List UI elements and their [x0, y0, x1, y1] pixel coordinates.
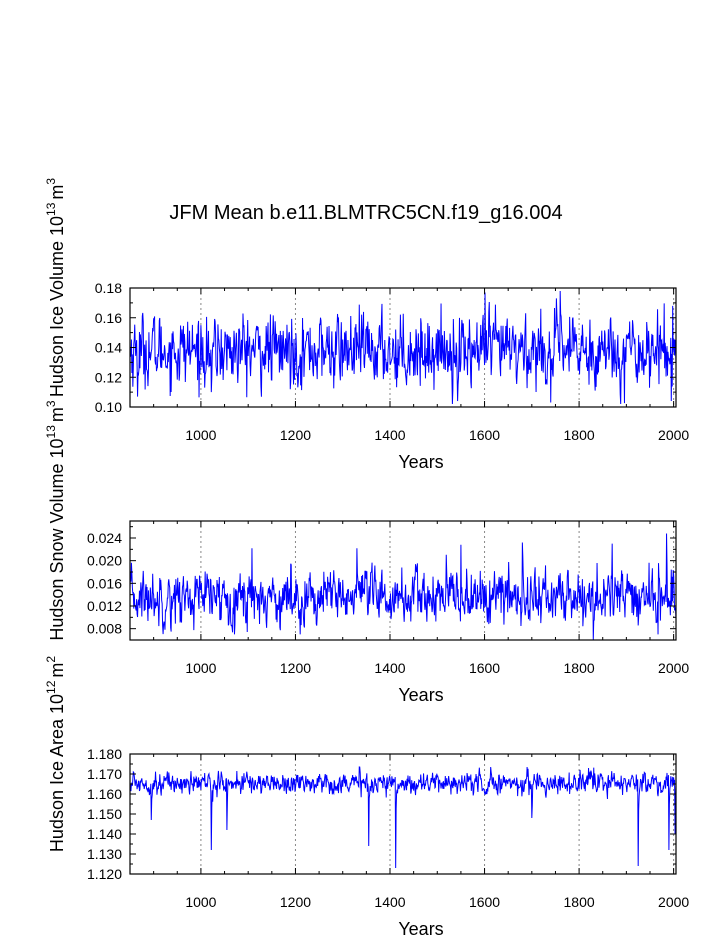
x-tick-label: 1600 — [469, 427, 500, 443]
y-tick-label: 1.120 — [87, 866, 122, 882]
x-tick-label: 1800 — [564, 894, 595, 910]
series-line — [129, 766, 677, 869]
y-axis-unit: m — [47, 185, 67, 200]
x-tick-label: 1400 — [374, 660, 405, 676]
y-tick-label: 0.020 — [87, 553, 122, 569]
y-axis-unit-exponent: 2 — [44, 656, 58, 663]
x-tick-label: 1400 — [374, 427, 405, 443]
y-axis-exponent: 13 — [44, 425, 58, 439]
x-axis-title: Years — [398, 919, 443, 935]
y-tick-label: 0.008 — [87, 621, 122, 637]
x-tick-label: 1600 — [469, 894, 500, 910]
y-axis-title-text: Hudson Snow Volume 10 — [47, 438, 67, 640]
x-tick-label: 1800 — [564, 660, 595, 676]
y-axis-title: Hudson Ice Area 1012 m2 — [44, 656, 67, 852]
x-tick-label: 2000 — [658, 894, 689, 910]
y-axis-title-text: Hudson Ice Area 10 — [47, 694, 67, 852]
panel-ice-volume: 1000 1200 1400 1600 1800 2000 0.10 0.12 0.14 0.16… — [44, 178, 689, 472]
y-axis-title-text: Hudson Ice Volume 10 — [47, 216, 67, 397]
y-axis-exponent: 13 — [44, 202, 58, 216]
x-tick-label: 1800 — [564, 427, 595, 443]
x-tick-label: 1200 — [280, 660, 311, 676]
y-axis-unit: m — [47, 663, 67, 678]
y-tick-label: 0.024 — [87, 530, 122, 546]
x-tick-label: 2000 — [658, 427, 689, 443]
y-tick-label: 0.14 — [95, 340, 122, 356]
x-tick-label: 1200 — [280, 894, 311, 910]
x-tick-label: 1400 — [374, 894, 405, 910]
x-tick-label: 2000 — [658, 660, 689, 676]
series-line — [129, 533, 677, 641]
y-tick-label: 1.130 — [87, 846, 122, 862]
y-tick-label: 0.10 — [95, 399, 122, 415]
plot-frame — [129, 520, 677, 641]
y-tick-label: 1.160 — [87, 786, 122, 802]
x-tick-label: 1200 — [280, 427, 311, 443]
x-tick-label: 1000 — [185, 427, 216, 443]
x-axis-title: Years — [398, 685, 443, 705]
y-axis-unit-exponent: 3 — [44, 400, 58, 407]
y-tick-label: 0.012 — [87, 598, 122, 614]
y-axis-title: Hudson Snow Volume 1013 m3 — [44, 400, 67, 641]
y-axis-exponent: 12 — [44, 680, 58, 694]
series-line — [129, 290, 677, 405]
y-tick-label: 0.016 — [87, 575, 122, 591]
y-tick-label: 1.170 — [87, 766, 122, 782]
y-axis-unit: m — [47, 407, 67, 422]
x-axis-title: Years — [398, 452, 443, 472]
y-tick-label: 1.140 — [87, 826, 122, 842]
y-tick-label: 0.18 — [95, 280, 122, 296]
y-tick-label: 0.12 — [95, 369, 122, 385]
y-tick-label: 1.150 — [87, 806, 122, 822]
panel-snow-volume: 1000 1200 1400 1600 1800 2000 0.008 0.012 0.016 0… — [44, 400, 689, 705]
y-axis-unit-exponent: 3 — [44, 178, 58, 185]
x-tick-label: 1000 — [185, 894, 216, 910]
chart-title: JFM Mean b.e11.BLMTRC5CN.f19_g16.004 — [169, 202, 562, 224]
y-tick-label: 1.180 — [87, 746, 122, 762]
panel-ice-area: 1000 1200 1400 1600 1800 2000 1.120 1.130 1.140 1… — [44, 656, 689, 935]
y-tick-label: 0.16 — [95, 310, 122, 326]
x-tick-label: 1000 — [185, 660, 216, 676]
x-tick-label: 1600 — [469, 660, 500, 676]
y-axis-title: Hudson Ice Volume 1013 m3 — [44, 178, 67, 397]
